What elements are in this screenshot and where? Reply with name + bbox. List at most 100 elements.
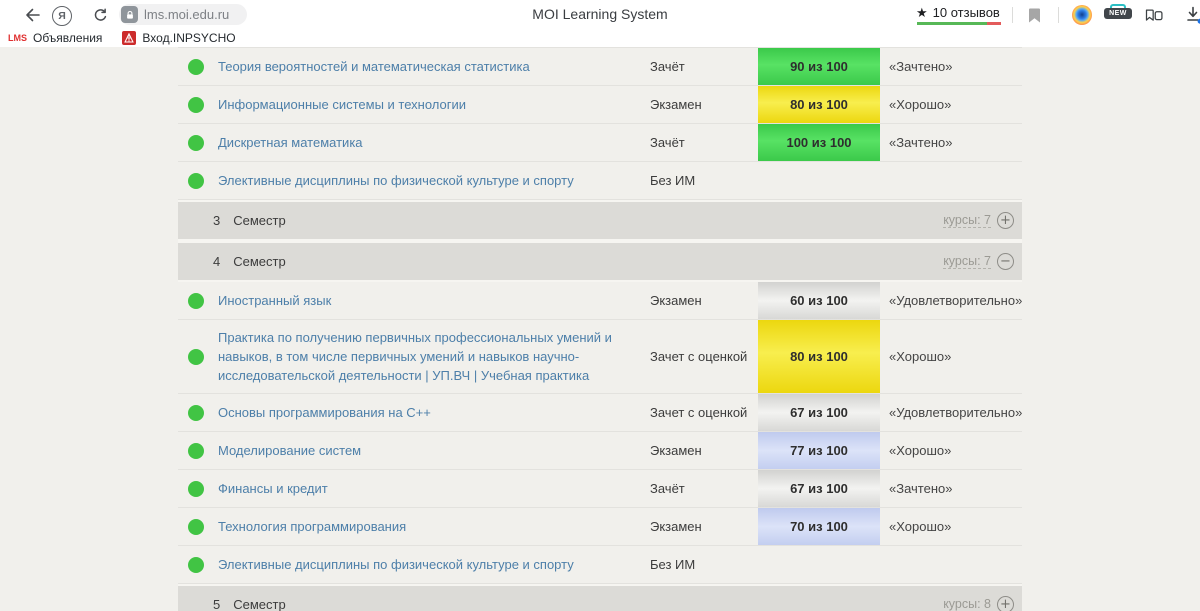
status-dot-cell	[178, 556, 218, 573]
verdict: «Зачтено»	[889, 59, 953, 74]
course-link[interactable]: Иностранный язык	[218, 293, 332, 308]
course-link[interactable]: Моделирование систем	[218, 443, 362, 458]
course-row: Элективные дисциплины по физической куль…	[178, 546, 1022, 584]
control-type: Зачёт	[650, 135, 685, 150]
course-name-cell: Элективные дисциплины по физической куль…	[218, 547, 650, 582]
status-dot-cell	[178, 96, 218, 113]
semester-courses-link[interactable]: курсы: 7	[943, 213, 991, 228]
course-link[interactable]: Элективные дисциплины по физической куль…	[218, 173, 574, 188]
semester-label: Семестр	[233, 597, 286, 611]
course-link[interactable]: Финансы и кредит	[218, 481, 328, 496]
back-button[interactable]	[22, 5, 42, 25]
status-dot-icon	[188, 480, 204, 497]
control-type: Без ИМ	[650, 557, 696, 572]
course-name-cell: Информационные системы и технологии	[218, 87, 650, 122]
new-badge-crown	[1110, 4, 1126, 8]
status-dot-icon	[188, 404, 204, 421]
bookmark-label: Объявления	[33, 31, 103, 45]
downloads-button[interactable]	[1183, 5, 1200, 25]
score-cell: 70 из 100	[758, 508, 880, 545]
expand-icon[interactable]: +	[997, 212, 1014, 229]
semester-number: 5	[213, 597, 221, 611]
score-cell: 80 из 100	[758, 320, 880, 393]
status-dot-cell	[178, 518, 218, 535]
course-link[interactable]: Основы программирования на C++	[218, 405, 431, 420]
rating-bar	[917, 22, 1001, 25]
score-badge: 60 из 100	[758, 282, 880, 319]
collections-icon[interactable]	[1144, 5, 1164, 25]
status-dot-cell	[178, 404, 218, 421]
star-icon: ★	[916, 5, 928, 20]
course-name-cell: Практика по получению первичных професси…	[218, 320, 650, 393]
score-cell: 77 из 100	[758, 432, 880, 469]
course-row: Информационные системы и технологии Экзам…	[178, 86, 1022, 124]
extension-new-icon[interactable]: NEW	[1104, 4, 1132, 19]
score-badge: 70 из 100	[758, 508, 880, 545]
control-type: Экзамен	[650, 293, 702, 308]
address-bar[interactable]: lms.moi.edu.ru	[119, 4, 247, 25]
control-type: Экзамен	[650, 519, 702, 534]
lock-icon[interactable]	[121, 6, 138, 23]
score-badge: 67 из 100	[758, 470, 880, 507]
rating-bar-negative	[987, 22, 1001, 25]
score-cell	[758, 162, 880, 199]
course-row: Иностранный язык Экзамен 60 из 100 «Удовлет…	[178, 282, 1022, 320]
yandex-services-icon[interactable]: Я	[52, 6, 72, 26]
download-icon	[1187, 6, 1200, 24]
reviews-button[interactable]: ★ 10 отзывов	[916, 5, 1000, 20]
status-dot-cell	[178, 442, 218, 459]
score-cell: 67 из 100	[758, 394, 880, 431]
course-link[interactable]: Технология программирования	[218, 519, 407, 534]
extension-circle-icon[interactable]	[1072, 5, 1092, 25]
bookmarks-bar: LMS Объявления Вход.INPSYCHO	[0, 29, 1200, 47]
course-link[interactable]: Дискретная математика	[218, 135, 363, 150]
score-cell	[758, 546, 880, 583]
score-cell: 80 из 100	[758, 86, 880, 123]
score-cell: 60 из 100	[758, 282, 880, 319]
semester-label: Семестр	[233, 213, 286, 228]
verdict: «Хорошо»	[889, 349, 952, 364]
browser-chrome: Я lms.moi.edu.ru MOI Learning System	[0, 0, 1200, 47]
score-cell: 90 из 100	[758, 48, 880, 85]
status-dot-icon	[188, 172, 204, 189]
course-name-cell: Иностранный язык	[218, 283, 650, 318]
bookmark-label: Вход.INPSYCHO	[142, 31, 236, 45]
semester-courses-link[interactable]: курсы: 8	[943, 597, 991, 611]
bookmark-item-inpsycho[interactable]: Вход.INPSYCHO	[122, 31, 236, 45]
expand-icon[interactable]: +	[997, 596, 1014, 611]
score-badge: 77 из 100	[758, 432, 880, 469]
course-link[interactable]: Информационные системы и технологии	[218, 97, 466, 112]
course-row: Финансы и кредит Зачёт 67 из 100 «Зачтено»	[178, 470, 1022, 508]
course-link[interactable]: Теория вероятностей и математическая ста…	[218, 59, 530, 74]
url-text: lms.moi.edu.ru	[144, 7, 230, 22]
refresh-button[interactable]	[90, 5, 110, 25]
grades-table: Теория вероятностей и математическая ста…	[178, 47, 1022, 611]
status-dot-cell	[178, 134, 218, 151]
score-cell: 67 из 100	[758, 470, 880, 507]
control-type: Зачет с оценкой	[650, 405, 748, 420]
course-link[interactable]: Элективные дисциплины по физической куль…	[218, 557, 574, 572]
status-dot-cell	[178, 172, 218, 189]
semester-controls: курсы: 7 +	[943, 212, 1014, 229]
bookmark-item-announcements[interactable]: LMS Объявления	[8, 31, 102, 45]
status-dot-icon	[188, 442, 204, 459]
collapse-icon[interactable]: −	[997, 253, 1014, 270]
semester-label: Семестр	[233, 254, 286, 269]
verdict: «Зачтено»	[889, 481, 953, 496]
control-type: Зачёт	[650, 481, 685, 496]
verdict: «Зачтено»	[889, 135, 953, 150]
semester-courses-link[interactable]: курсы: 7	[943, 254, 991, 269]
score-badge: 80 из 100	[758, 86, 880, 123]
course-row: Технология программирования Экзамен 70 из …	[178, 508, 1022, 546]
control-type: Без ИМ	[650, 173, 696, 188]
course-name-cell: Финансы и кредит	[218, 471, 650, 506]
course-row: Элективные дисциплины по физической куль…	[178, 162, 1022, 200]
bookmark-flag-button[interactable]	[1024, 5, 1044, 25]
control-type: Экзамен	[650, 97, 702, 112]
arrow-left-icon	[26, 8, 40, 22]
verdict: «Хорошо»	[889, 519, 952, 534]
semester-number: 3	[213, 213, 221, 228]
course-link[interactable]: Практика по получению первичных професси…	[218, 330, 612, 383]
toolbar-divider	[1012, 7, 1013, 23]
